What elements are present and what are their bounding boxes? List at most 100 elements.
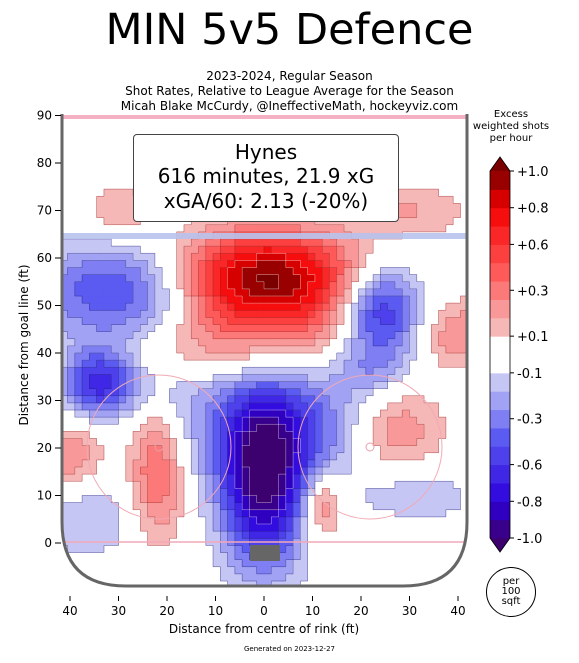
heatmap-cell	[467, 310, 475, 318]
heatmap-cell	[81, 366, 90, 375]
heatmap-cell	[190, 245, 199, 254]
heatmap-cell	[249, 274, 258, 283]
heatmap-cell	[62, 388, 68, 397]
heatmap-cell	[285, 288, 294, 297]
heatmap-cell	[125, 473, 134, 482]
heatmap-cell	[263, 423, 272, 432]
heatmap-cell	[161, 495, 170, 503]
heatmap-cell	[300, 459, 308, 468]
heatmap-cell	[110, 309, 119, 318]
heatmap-cell	[205, 516, 214, 525]
heatmap-cell	[270, 580, 279, 586]
heatmap-cell	[314, 416, 323, 425]
heatmap-cell	[365, 317, 374, 325]
heatmap-cell	[132, 317, 141, 325]
heatmap-cell	[241, 416, 250, 425]
heatmap-cell	[263, 516, 272, 525]
heatmap-cell	[190, 252, 199, 261]
heatmap-cell	[329, 224, 338, 233]
heatmap-cell	[343, 431, 352, 439]
heatmap-cell	[81, 402, 90, 411]
heatmap-cell	[270, 423, 279, 432]
heatmap-cell	[183, 331, 192, 340]
heatmap-cell	[256, 516, 265, 525]
heatmap-cell	[300, 402, 308, 411]
heatmap-cell	[423, 431, 432, 439]
heatmap-cell	[154, 317, 163, 325]
heatmap-cell	[321, 509, 330, 518]
heatmap-cell	[103, 402, 112, 411]
heatmap-cell	[256, 445, 265, 454]
heatmap-cell	[394, 502, 403, 511]
heatmap-cell	[351, 238, 359, 247]
heatmap-cell	[249, 588, 257, 596]
heatmap-cell	[147, 274, 156, 283]
heatmap-cell	[125, 210, 134, 218]
heatmap-cell	[423, 402, 432, 411]
heatmap-cell	[67, 509, 76, 518]
heatmap-cell	[74, 530, 83, 539]
heatmap-cell	[285, 238, 294, 247]
heatmap-cell	[358, 381, 367, 389]
heatmap-cell	[234, 245, 243, 254]
heatmap-cell	[74, 309, 83, 318]
heatmap-cell	[125, 359, 134, 368]
heatmap-cell	[394, 217, 403, 226]
heatmap-cell	[270, 238, 279, 247]
heatmap-cell	[140, 366, 148, 375]
heatmap-cell	[387, 502, 396, 511]
heatmap-cell	[401, 366, 410, 375]
heatmap-cell	[263, 431, 272, 439]
heatmap-cell	[416, 402, 425, 411]
heatmap-cell	[74, 431, 83, 439]
heatmap-cell	[256, 480, 265, 489]
heatmap-cell	[89, 402, 97, 411]
heatmap-cell	[125, 260, 134, 268]
heatmap-cell	[212, 516, 221, 525]
heatmap-cell	[314, 267, 323, 275]
heatmap-cell	[285, 438, 294, 446]
heatmap-cell	[380, 381, 388, 389]
heatmap-cell	[62, 260, 68, 268]
heatmap-cell	[409, 409, 418, 418]
heatmap-cell	[67, 445, 76, 454]
heatmap-cell	[249, 366, 258, 375]
heatmap-cell	[365, 245, 374, 254]
heatmap-cell	[329, 274, 338, 283]
heatmap-cell	[467, 346, 475, 354]
heatmap-cell	[198, 388, 207, 397]
heatmap-cell	[103, 267, 112, 275]
heatmap-cell	[445, 203, 454, 211]
heatmap-cell	[336, 416, 345, 425]
heatmap-cell	[300, 288, 308, 297]
heatmap-cell	[372, 366, 381, 375]
heatmap-cell	[103, 188, 112, 197]
heatmap-cell	[212, 409, 221, 418]
heatmap-cell	[358, 374, 367, 382]
heatmap-cell	[212, 224, 221, 233]
heatmap-cell	[460, 324, 467, 332]
heatmap-cell	[190, 409, 199, 418]
heatmap-cell	[220, 274, 228, 283]
heatmap-cell	[387, 495, 396, 503]
heatmap-cell	[176, 495, 185, 503]
heatmap-cell	[205, 452, 214, 461]
heatmap-cell	[452, 338, 461, 347]
heatmap-cell	[292, 473, 301, 482]
heatmap-cell	[292, 445, 301, 454]
heatmap-cell	[227, 559, 236, 568]
heatmap-cell	[292, 402, 301, 411]
heatmap-cell	[74, 459, 83, 468]
heatmap-cell	[329, 395, 338, 404]
heatmap-cell	[132, 281, 141, 290]
heatmap-cell	[103, 495, 112, 503]
heatmap-cell	[416, 395, 425, 404]
heatmap-cell	[190, 452, 199, 461]
heatmap-cell	[329, 523, 338, 532]
heatmap-cell	[220, 509, 228, 518]
heatmap-cell	[67, 281, 76, 290]
heatmap-cell	[409, 188, 418, 197]
heatmap-cell	[234, 509, 243, 518]
heatmap-cell	[147, 267, 156, 275]
heatmap-cell	[285, 416, 294, 425]
